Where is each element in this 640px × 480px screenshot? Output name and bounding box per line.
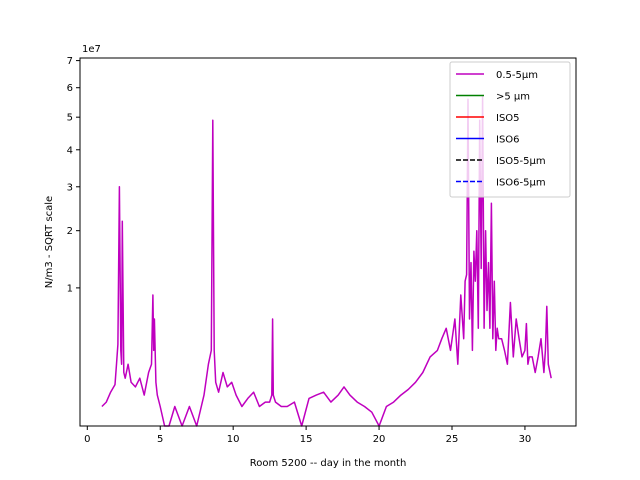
x-tick-label: 15 xyxy=(300,434,313,445)
x-tick-label: 20 xyxy=(373,434,386,445)
legend-label: ISO6-5µm xyxy=(496,178,546,189)
axes-frame xyxy=(79,57,577,427)
plot-area xyxy=(101,95,552,427)
y-axis-label: N/m3 - SQRT scale xyxy=(44,196,55,288)
x-tick-label: 5 xyxy=(157,434,163,445)
legend-label: >5 µm xyxy=(496,92,530,103)
x-tick-label: 10 xyxy=(227,434,240,445)
y-tick-label: 5 xyxy=(67,113,73,124)
x-tick-label: 30 xyxy=(519,434,532,445)
legend-label: 0.5-5µm xyxy=(496,70,538,81)
y-tick-label: 3 xyxy=(67,182,73,193)
x-tick-label: 25 xyxy=(446,434,459,445)
x-axis-label: Room 5200 -- day in the month xyxy=(250,458,407,469)
y-tick-label: 4 xyxy=(67,145,73,156)
legend-label: ISO5 xyxy=(496,113,520,124)
legend-label: ISO6 xyxy=(496,135,520,146)
y-tick-label: 2 xyxy=(67,226,73,237)
x-tick-label: 0 xyxy=(84,434,90,445)
y-tick-label: 1 xyxy=(67,283,73,294)
y-tick-label: 7 xyxy=(67,56,73,67)
axes: 0 5 10 15 20 25 30 1 2 3 4 5 6 7 xyxy=(67,56,577,445)
y-tick-label: 6 xyxy=(67,83,73,94)
legend-label: ISO5-5µm xyxy=(496,156,546,167)
legend: 0.5-5µm >5 µm ISO5 ISO6 ISO5-5µm ISO6-5µm xyxy=(449,61,571,198)
series-line-0 xyxy=(101,95,552,427)
y-offset-text: 1e7 xyxy=(82,44,101,55)
